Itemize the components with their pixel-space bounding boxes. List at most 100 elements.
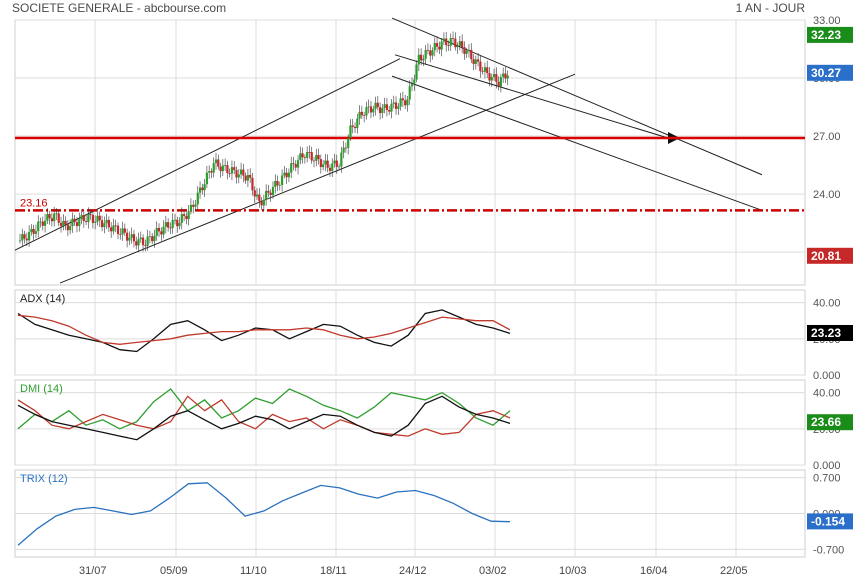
candle-body — [235, 170, 238, 178]
candle-body — [219, 166, 222, 172]
candle-body — [308, 152, 311, 153]
candle-body — [258, 194, 261, 202]
candle-body — [365, 107, 368, 116]
candle-body — [388, 110, 391, 112]
candle-body — [435, 43, 439, 47]
candle-body — [470, 49, 473, 60]
badge-high: 32.23 — [811, 28, 841, 42]
candle-body — [397, 106, 400, 109]
candle-body — [91, 214, 95, 223]
candle-body — [84, 221, 88, 223]
indicator-badge-bg — [807, 414, 853, 431]
candle-body — [433, 43, 436, 51]
candle-body — [287, 172, 291, 178]
candle-body — [162, 226, 165, 235]
candle-body — [224, 165, 227, 166]
candle-body — [239, 169, 243, 175]
candle-body — [315, 154, 318, 161]
candle-body — [198, 187, 202, 193]
candle-body — [290, 163, 293, 173]
candle-body — [454, 38, 457, 48]
indicator-line — [17, 309, 511, 353]
candle-body — [146, 236, 149, 246]
candle-body — [269, 192, 272, 196]
indicator-y-tick: 0.700 — [813, 473, 841, 485]
candle-body — [167, 222, 170, 228]
candle-body — [43, 220, 47, 226]
candle-body — [322, 164, 325, 168]
candle-body — [422, 58, 425, 61]
candle-body — [182, 214, 186, 216]
candle-body — [34, 231, 38, 234]
candle-body — [173, 219, 177, 221]
candle-body — [499, 77, 502, 87]
chart-header-title: SOCIETE GENERALE - abcbourse.com — [12, 1, 227, 15]
candle-body — [417, 54, 420, 65]
candle-body — [447, 45, 450, 46]
candle-body — [80, 215, 83, 220]
candle-body — [372, 108, 375, 113]
candle-body — [262, 199, 265, 206]
candle-body — [205, 172, 208, 185]
candle-body — [185, 215, 188, 220]
indicator-line — [17, 482, 511, 546]
candle-body — [420, 54, 423, 61]
candle-body — [502, 73, 505, 78]
candle-body — [472, 59, 475, 64]
candle-body — [317, 154, 320, 160]
candle-body — [333, 160, 336, 164]
candle-body — [82, 215, 85, 222]
candle-body — [37, 221, 40, 232]
candle-body — [139, 237, 142, 240]
candle-body — [75, 222, 79, 226]
price-y-tick: 24.00 — [813, 189, 841, 201]
candle-body — [217, 159, 220, 167]
x-tick-label: 18/11 — [320, 565, 347, 577]
candle-body — [135, 241, 138, 246]
candle-body — [312, 160, 316, 162]
candle-body — [429, 50, 432, 56]
indicator-y-tick: 0.000 — [813, 370, 841, 382]
x-tick-label: 16/04 — [640, 565, 668, 577]
candle-body — [214, 159, 218, 164]
candle-body — [335, 160, 338, 167]
candle-body — [69, 226, 72, 231]
candle-body — [255, 194, 259, 197]
candle-body — [148, 236, 152, 238]
indicator-title: TRIX (12) — [20, 473, 68, 485]
candle-body — [96, 215, 99, 222]
candle-body — [413, 79, 416, 85]
indicator-line — [17, 388, 511, 430]
indicator-badge: 23.66 — [811, 415, 841, 429]
candle-body — [383, 104, 386, 108]
candle-body — [25, 238, 28, 241]
candle-body — [130, 234, 133, 238]
candle-body — [353, 126, 357, 129]
candle-body — [369, 106, 373, 113]
candle-body — [169, 227, 172, 229]
candle-body — [426, 49, 430, 51]
candle-body — [283, 172, 286, 176]
candle-body — [89, 214, 92, 215]
candle-body — [404, 100, 407, 106]
candle-body — [351, 125, 354, 127]
candle-body — [221, 165, 224, 172]
candle-body — [87, 214, 90, 223]
candle-body — [64, 220, 67, 225]
candle-body — [73, 218, 76, 223]
candle-body — [208, 171, 211, 173]
candle-body — [276, 181, 279, 186]
candle-body — [53, 213, 56, 222]
candle-body — [251, 177, 254, 191]
candle-body — [306, 152, 309, 158]
badge-low-bg — [807, 247, 853, 264]
candle-body — [187, 211, 190, 220]
candle-body — [483, 67, 487, 72]
candle-body — [442, 38, 446, 42]
x-tick-label: 22/05 — [720, 565, 748, 577]
price-y-tick: 27.00 — [813, 131, 841, 143]
period-selector[interactable]: 1 AN - JOUR — [735, 1, 805, 15]
candle-body — [406, 99, 409, 106]
candle-body — [100, 220, 104, 228]
